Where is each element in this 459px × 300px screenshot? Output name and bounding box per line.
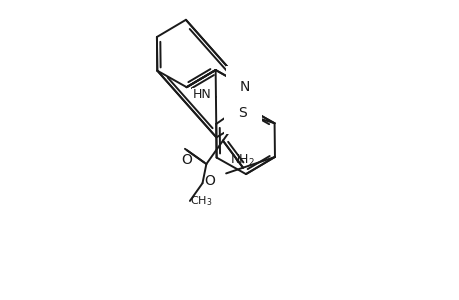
Text: O: O: [181, 153, 192, 167]
Text: N: N: [237, 98, 247, 112]
Text: CH$_3$: CH$_3$: [190, 194, 212, 208]
Text: HN: HN: [193, 88, 212, 101]
Text: NH$_2$: NH$_2$: [230, 153, 255, 168]
Text: S: S: [238, 106, 246, 120]
Text: N: N: [239, 80, 250, 94]
Text: O: O: [204, 174, 215, 188]
